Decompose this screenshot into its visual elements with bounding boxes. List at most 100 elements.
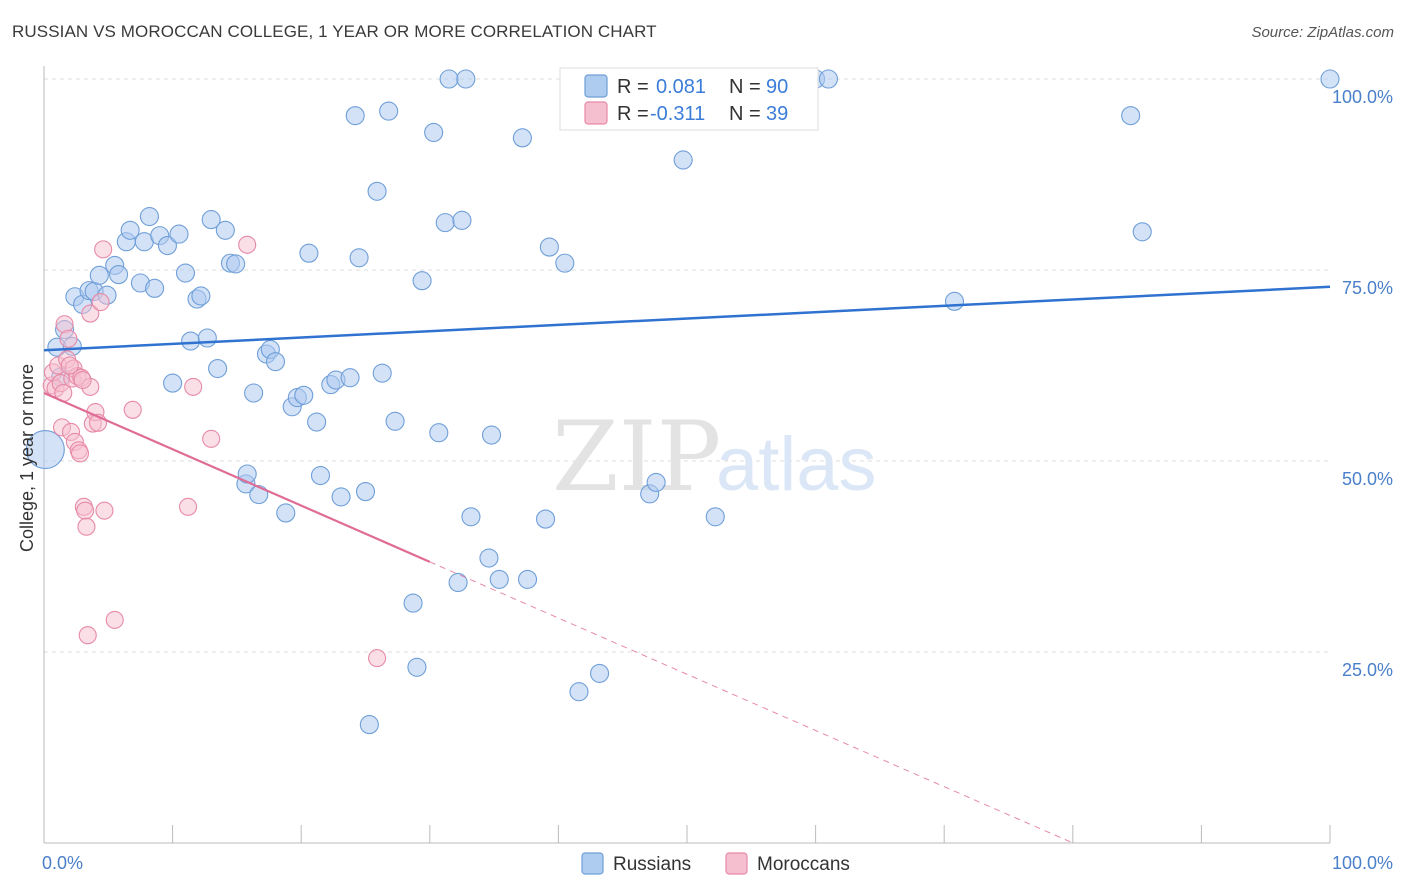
- russians-point: [175, 263, 196, 283]
- russians-point: [139, 206, 160, 227]
- moroccans-point: [178, 497, 198, 516]
- russians-point: [145, 278, 165, 298]
- legend: R = 0.081 N = 90 R = -0.311 N = 39: [559, 67, 819, 131]
- russians-point: [372, 363, 392, 383]
- russians-point: [479, 548, 499, 568]
- russians-point: [555, 253, 575, 273]
- russians-point: [331, 487, 351, 507]
- russians-point: [673, 150, 693, 170]
- moroccans-point: [70, 444, 90, 463]
- russians-point: [181, 331, 201, 351]
- russians-point: [705, 507, 725, 527]
- russians-point: [448, 572, 468, 593]
- russians-point: [385, 411, 405, 431]
- moroccans-trend-dashed: [429, 561, 1074, 844]
- y-tick-label-0: 25.0%: [1342, 660, 1393, 680]
- moroccans-point: [238, 235, 257, 254]
- y-tick-label-3: 100.0%: [1332, 87, 1393, 107]
- russians-point: [481, 425, 502, 445]
- moroccans-point: [81, 304, 100, 323]
- russians-point: [169, 224, 189, 244]
- y-axis-label: College, 1 year or more: [17, 364, 37, 552]
- russians-point: [310, 465, 331, 486]
- source-label: Source: ZipAtlas.com: [1251, 24, 1394, 41]
- bottom-legend: Russians Moroccans: [581, 852, 850, 875]
- russians-point: [452, 210, 472, 230]
- russians-point: [456, 69, 476, 89]
- moroccans-point: [105, 610, 124, 629]
- russians-point: [359, 715, 379, 735]
- moroccans-point: [91, 293, 110, 312]
- russians-point: [163, 373, 183, 393]
- moroccans-point: [94, 240, 113, 259]
- legend-r-value-russians: 0.081: [656, 76, 706, 98]
- trend-lines: [43, 285, 1331, 844]
- russians-point: [1320, 69, 1340, 89]
- moroccans-point: [123, 400, 142, 419]
- watermark-atlas: atlas: [716, 422, 877, 507]
- russians-point: [244, 383, 264, 403]
- russians-point: [424, 122, 444, 143]
- russians-point: [307, 412, 327, 432]
- y-tick-label-2: 75.0%: [1342, 278, 1393, 298]
- russians-point: [512, 128, 532, 148]
- russians-point: [89, 265, 109, 285]
- moroccans-point: [95, 501, 114, 520]
- russians-point: [294, 385, 314, 405]
- russians-point: [429, 423, 449, 443]
- russians-point: [489, 569, 509, 589]
- russians-point: [435, 213, 455, 233]
- russians-point: [439, 69, 459, 89]
- russians-point: [120, 220, 140, 240]
- moroccans-trend-line: [43, 391, 431, 563]
- x-tick-label-0: 0.0%: [42, 853, 83, 873]
- legend-n-value-moroccans: 39: [766, 103, 788, 125]
- russians-point: [109, 265, 129, 285]
- moroccans-point: [368, 649, 387, 668]
- moroccans-point: [77, 517, 96, 536]
- bottom-legend-label-russians: Russians: [613, 854, 691, 875]
- watermark-zip: ZIP: [552, 401, 721, 513]
- tick-labels: 25.0% 50.0% 75.0% 100.0% 0.0% 100.0%: [42, 87, 1393, 873]
- moroccans-point: [78, 626, 97, 645]
- russians-point: [276, 503, 296, 523]
- russians-point: [197, 328, 217, 348]
- legend-r-value-moroccans: -0.311: [650, 103, 705, 125]
- russians-point: [367, 181, 387, 201]
- russians-point: [355, 482, 376, 502]
- legend-swatch-moroccans: [584, 101, 608, 125]
- russians-point: [646, 472, 666, 492]
- russians-point: [201, 210, 221, 230]
- russians-point: [340, 368, 360, 388]
- moroccans-point: [202, 429, 221, 448]
- russians-point: [349, 248, 369, 268]
- russians-point: [208, 359, 228, 379]
- y-tick-label-1: 50.0%: [1342, 469, 1393, 489]
- russians-point: [407, 657, 427, 677]
- russians-point: [379, 101, 399, 121]
- series-moroccans: [42, 235, 387, 668]
- russians-point: [25, 429, 65, 470]
- russians-point: [535, 509, 556, 529]
- bottom-legend-label-moroccans: Moroccans: [757, 854, 850, 875]
- russians-point: [1132, 222, 1152, 242]
- russians-point: [345, 106, 365, 126]
- legend-r-label-russians: R =: [617, 76, 649, 98]
- russians-trend-line: [43, 285, 1331, 352]
- legend-r-label-moroccans: R =: [617, 103, 649, 125]
- russians-point: [299, 243, 319, 263]
- legend-n-label-russians: N =: [729, 76, 761, 98]
- moroccans-point: [76, 501, 95, 520]
- russians-point: [539, 237, 559, 257]
- legend-n-label-moroccans: N =: [729, 103, 761, 125]
- russians-point: [157, 236, 178, 256]
- russians-point: [944, 291, 965, 311]
- russians-point: [590, 663, 610, 683]
- moroccans-point: [60, 356, 79, 375]
- moroccans-point: [59, 329, 78, 348]
- series-russians: [25, 69, 1340, 735]
- moroccans-point: [73, 370, 92, 390]
- russians-point: [818, 69, 839, 89]
- russians-point: [461, 507, 481, 527]
